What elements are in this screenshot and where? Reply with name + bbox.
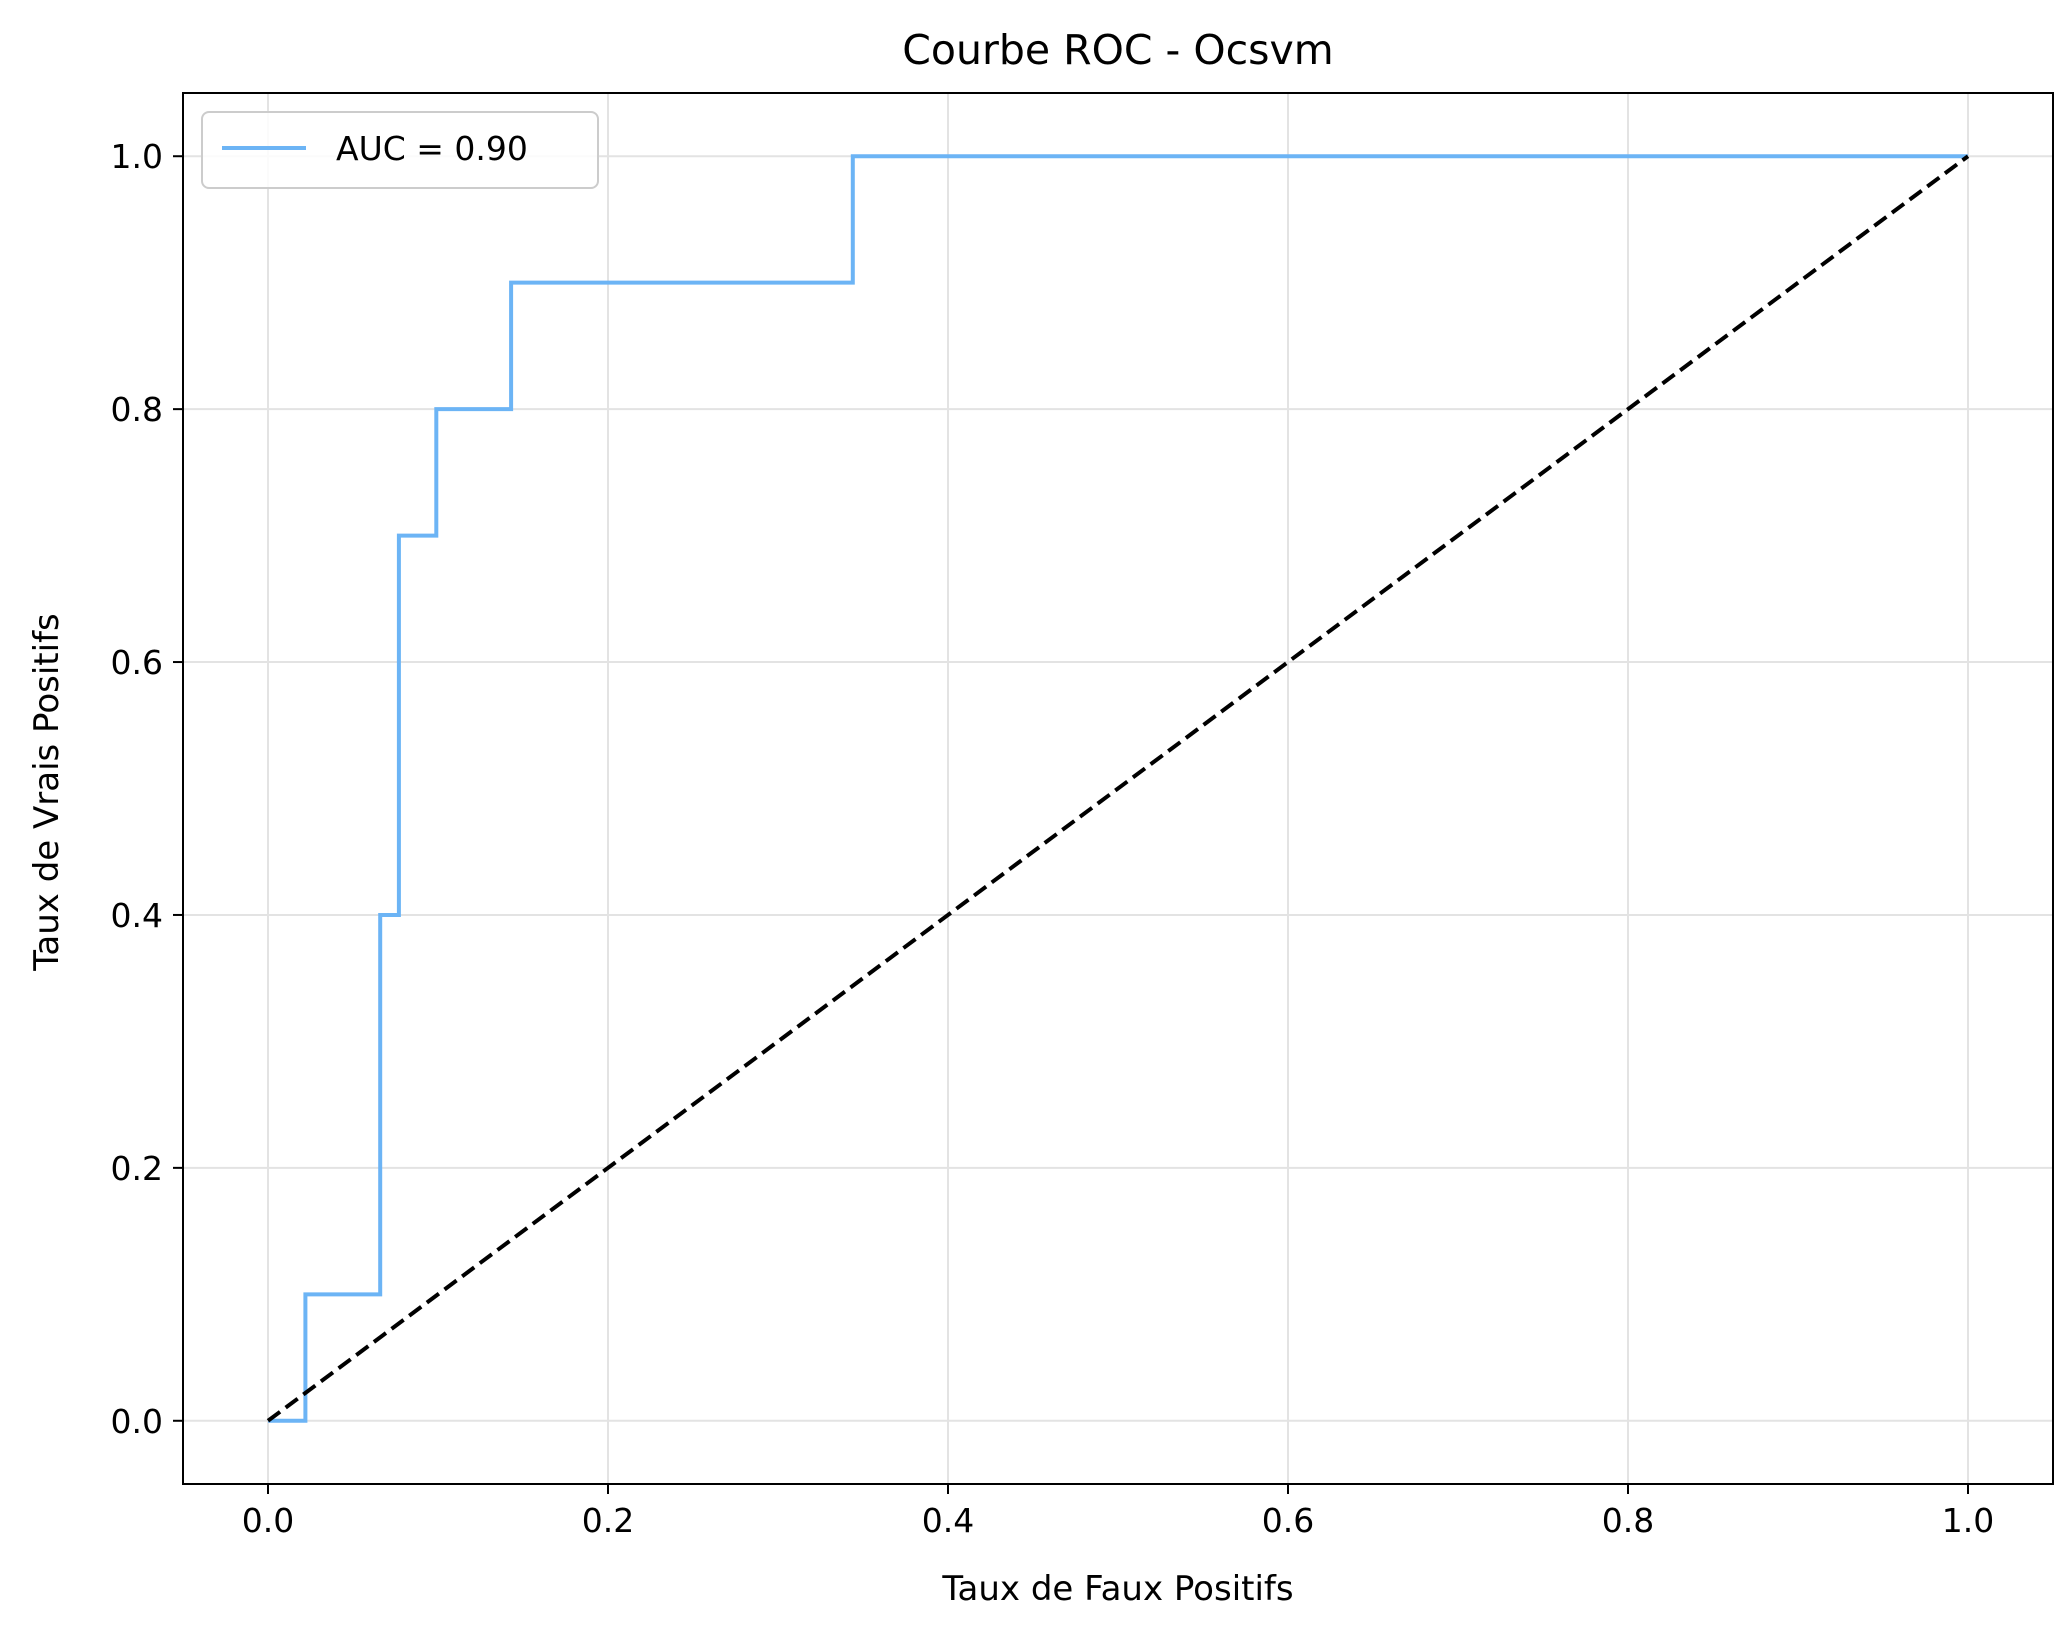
x-tick-label: 0.8 [1602,1501,1654,1540]
series-layer [266,154,1970,1423]
grid-lines [183,93,2053,1484]
legend-box [201,111,599,189]
y-tick-label: 0.6 [111,643,163,682]
y-axis-label: Taux de Vrais Positifs [27,613,67,972]
x-tick-label: 0.0 [242,1501,294,1540]
diagonal-reference-line [266,154,1970,1423]
x-tick-label: 0.4 [922,1501,974,1540]
chart-title: Courbe ROC - Ocsvm [902,26,1333,74]
y-tick-label: 0.8 [111,390,163,429]
legend-label-roc: AUC = 0.90 [336,129,528,168]
x-tick-label: 1.0 [1942,1501,1994,1540]
x-axis-label: Taux de Faux Positifs [941,1569,1293,1609]
y-tick-label: 1.0 [111,137,163,176]
axes-frame [182,92,2054,1485]
y-tick-label: 0.2 [111,1149,163,1188]
y-tick-label: 0.0 [111,1402,163,1441]
x-tick-label: 0.6 [1262,1501,1314,1540]
ticks: 0.0 0.2 0.4 0.6 0.8 1.0 0.0 0.2 0.4 0.6 0.8 1.0 [111,137,1995,1540]
x-tick-label: 0.2 [582,1501,634,1540]
y-tick-label: 0.4 [111,896,163,935]
roc-curve-line [268,154,1968,1423]
legend: AUC = 0.90 [201,111,599,189]
